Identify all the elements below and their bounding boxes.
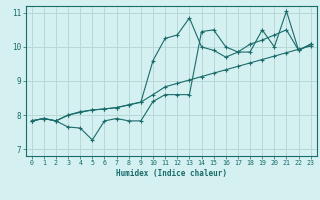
X-axis label: Humidex (Indice chaleur): Humidex (Indice chaleur)	[116, 169, 227, 178]
